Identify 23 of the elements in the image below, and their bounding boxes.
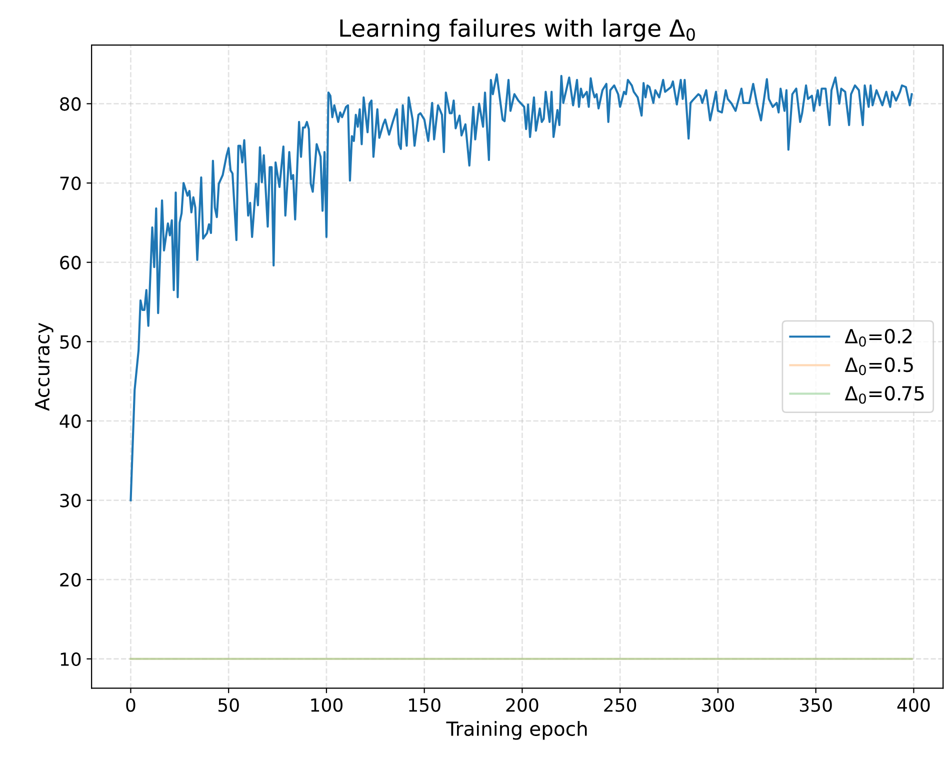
- x-tick-label: 100: [311, 698, 342, 712]
- x-tick-label: 300: [702, 698, 734, 712]
- y-tick-label: 30: [60, 494, 81, 508]
- y-tick-label: 70: [60, 176, 81, 190]
- x-tick-label: 400: [897, 698, 930, 712]
- x-tick-label: 350: [800, 698, 832, 712]
- y-axis-title: Accuracy: [35, 322, 54, 411]
- x-tick-label: 150: [409, 698, 440, 712]
- legend-label: Δ$_{0}$=0.2: [844, 328, 912, 347]
- legend-label: Δ$_{0}$=0.5: [844, 357, 913, 376]
- x-axis-title: Training epoch: [446, 720, 587, 740]
- chart-title: Learning failures with large Δ$_{0}$: [340, 18, 695, 42]
- x-tick-label: 250: [604, 698, 636, 712]
- x-tick-label: 50: [218, 698, 239, 712]
- x-tick-label: 0: [126, 698, 136, 712]
- y-tick-label: 10: [60, 652, 81, 666]
- y-tick-label: 40: [60, 414, 81, 428]
- y-tick-label: 20: [60, 573, 81, 587]
- y-tick-label: 50: [60, 335, 81, 349]
- y-tick-label: 80: [60, 97, 81, 111]
- y-tick-label: 60: [60, 256, 81, 270]
- x-tick-label: 200: [506, 698, 538, 712]
- legend-label: Δ$_{0}$=0.75: [844, 386, 924, 404]
